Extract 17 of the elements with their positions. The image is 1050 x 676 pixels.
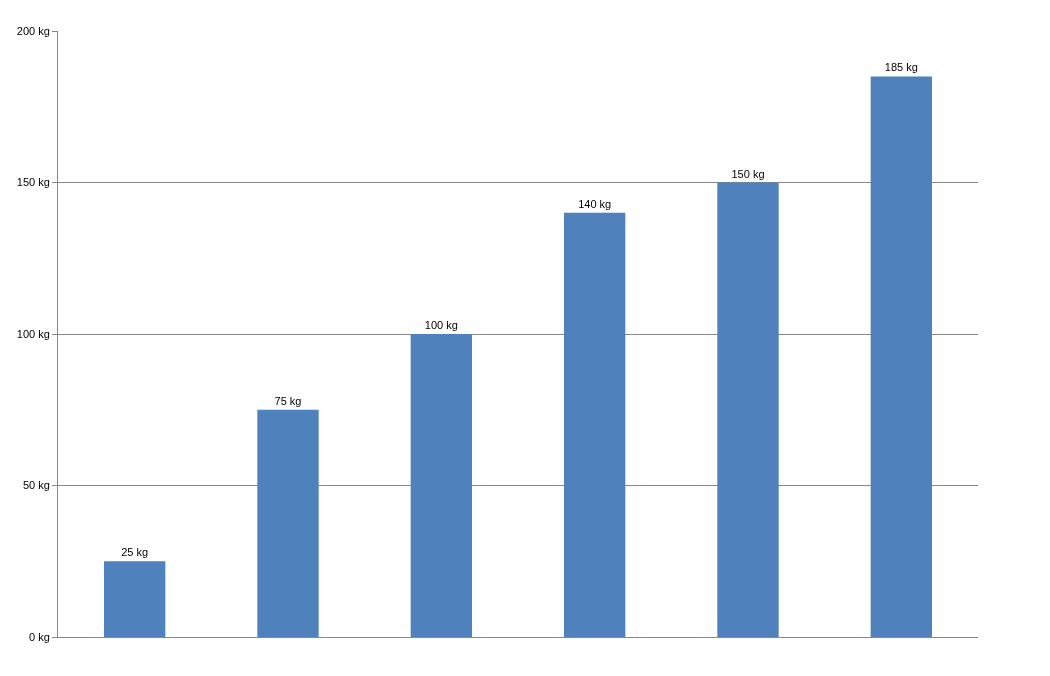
data-label: 75 kg	[274, 394, 302, 407]
data-label: 150 kg	[731, 167, 765, 180]
y-tick-label: 0 kg	[29, 630, 50, 643]
bar	[410, 334, 472, 637]
y-tick-label: 100 kg	[16, 327, 50, 340]
bar	[104, 561, 166, 637]
y-tick-label: 50 kg	[22, 479, 50, 492]
bar	[717, 182, 779, 637]
bar	[870, 76, 932, 637]
data-label: 100 kg	[424, 319, 458, 331]
y-tick-label: 200 kg	[16, 24, 50, 37]
data-label: 185 kg	[884, 61, 918, 74]
y-tick-label: 150 kg	[16, 176, 50, 189]
bar	[564, 212, 626, 637]
data-label: 25 kg	[121, 546, 149, 559]
bar	[257, 409, 319, 637]
data-label: 140 kg	[578, 197, 612, 210]
